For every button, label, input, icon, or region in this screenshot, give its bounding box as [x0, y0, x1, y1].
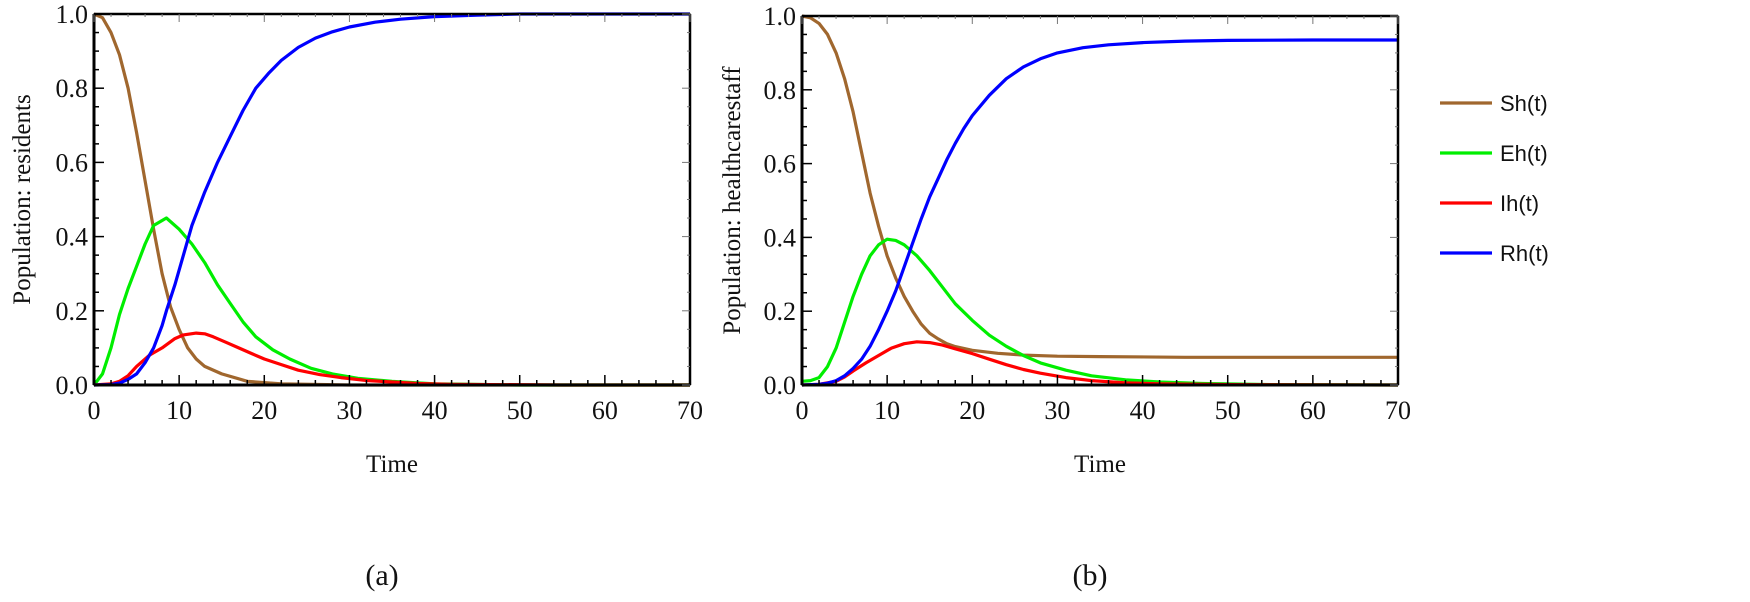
- y-tick-label: 0.2: [764, 297, 797, 326]
- y-tick-label: 0.6: [764, 150, 797, 179]
- x-tick-label: 40: [1130, 396, 1156, 425]
- x-axis-title: Time: [366, 451, 418, 478]
- legend: Sh(t) Eh(t) Ih(t) Rh(t): [1440, 91, 1549, 266]
- x-tick-label: 20: [251, 396, 277, 425]
- legend-label: Eh(t): [1500, 141, 1548, 166]
- panel-label: (a): [365, 559, 398, 592]
- x-tick-label: 70: [677, 396, 703, 425]
- y-tick-label: 0.4: [764, 223, 797, 252]
- x-tick-label: 10: [166, 396, 192, 425]
- y-tick-label: 0.2: [56, 297, 89, 326]
- series-line-eht: [92, 216, 690, 387]
- y-tick-label: 1.0: [764, 2, 797, 31]
- y-axis-title: Population: residents: [9, 94, 36, 304]
- x-tick-label: 30: [336, 396, 362, 425]
- x-tick-label: 70: [1385, 396, 1411, 425]
- y-tick-label: 0.4: [56, 223, 89, 252]
- x-tick-label: 40: [422, 396, 448, 425]
- plot-panel-a: 0 10 20 30 40 50 60 70 0.0 0.2 0.4 0.6 0.8 1.0 Time Pop…: [9, 0, 703, 592]
- y-tick-label: 0.0: [764, 371, 797, 400]
- x-tick-label: 30: [1044, 396, 1070, 425]
- legend-label: Ih(t): [1500, 191, 1539, 216]
- y-tick-label: 0.6: [56, 148, 89, 177]
- y-tick-label: 1.0: [56, 0, 89, 29]
- plot-frame: [801, 15, 1399, 386]
- legend-label: Sh(t): [1500, 91, 1548, 116]
- x-tick-label: 0: [796, 396, 809, 425]
- x-tick-label: 60: [592, 396, 618, 425]
- series-line-sht: [93, 12, 690, 387]
- y-tick-label: 0.0: [56, 371, 89, 400]
- series-line-sht: [801, 14, 1398, 359]
- series-line-rht: [93, 12, 690, 387]
- x-axis-title: Time: [1074, 451, 1126, 478]
- x-tick-label: 10: [874, 396, 900, 425]
- series-line-rht: [801, 38, 1398, 387]
- legend-label: Rh(t): [1500, 241, 1549, 266]
- series-line-eht: [801, 237, 1399, 387]
- series-line-iht: [801, 340, 1399, 387]
- series-line-iht: [93, 331, 690, 387]
- x-tick-label: 50: [507, 396, 533, 425]
- plot-panel-b: 0 10 20 30 40 50 60 70 0.0 0.2 0.4 0.6 0.8 1.0 Time Pop…: [719, 2, 1411, 592]
- x-tick-label: 60: [1300, 396, 1326, 425]
- plot-frame: [93, 13, 691, 386]
- x-tick-label: 20: [959, 396, 985, 425]
- y-tick-label: 0.8: [56, 74, 89, 103]
- y-axis-title: Population: healthcarestaff: [719, 66, 746, 335]
- x-tick-label: 0: [88, 396, 101, 425]
- panel-label: (b): [1073, 559, 1108, 592]
- y-tick-label: 0.8: [764, 76, 797, 105]
- x-tick-label: 50: [1215, 396, 1241, 425]
